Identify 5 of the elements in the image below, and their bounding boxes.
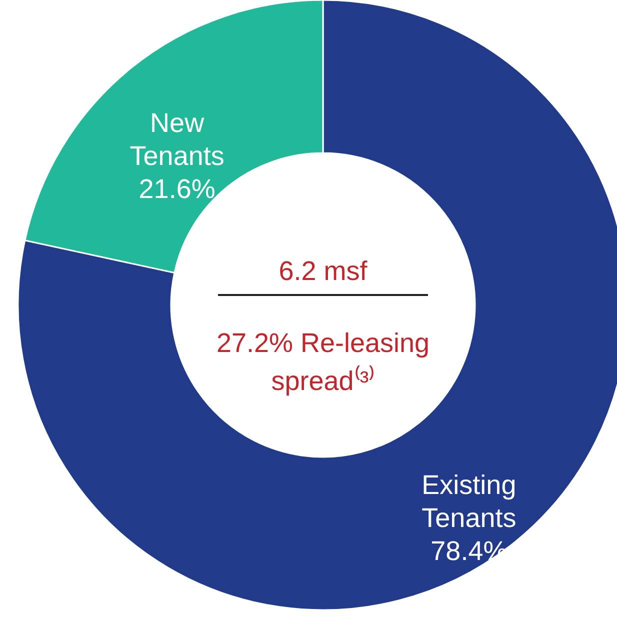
text: 27.2% Re-leasing spread⁽³⁾ xyxy=(216,328,430,396)
data-label: 21.6% xyxy=(138,174,216,204)
slice-label: Existing Tenants xyxy=(422,470,516,533)
slice-label: New Tenants xyxy=(130,108,224,172)
text: 6.2 msf xyxy=(278,256,368,286)
